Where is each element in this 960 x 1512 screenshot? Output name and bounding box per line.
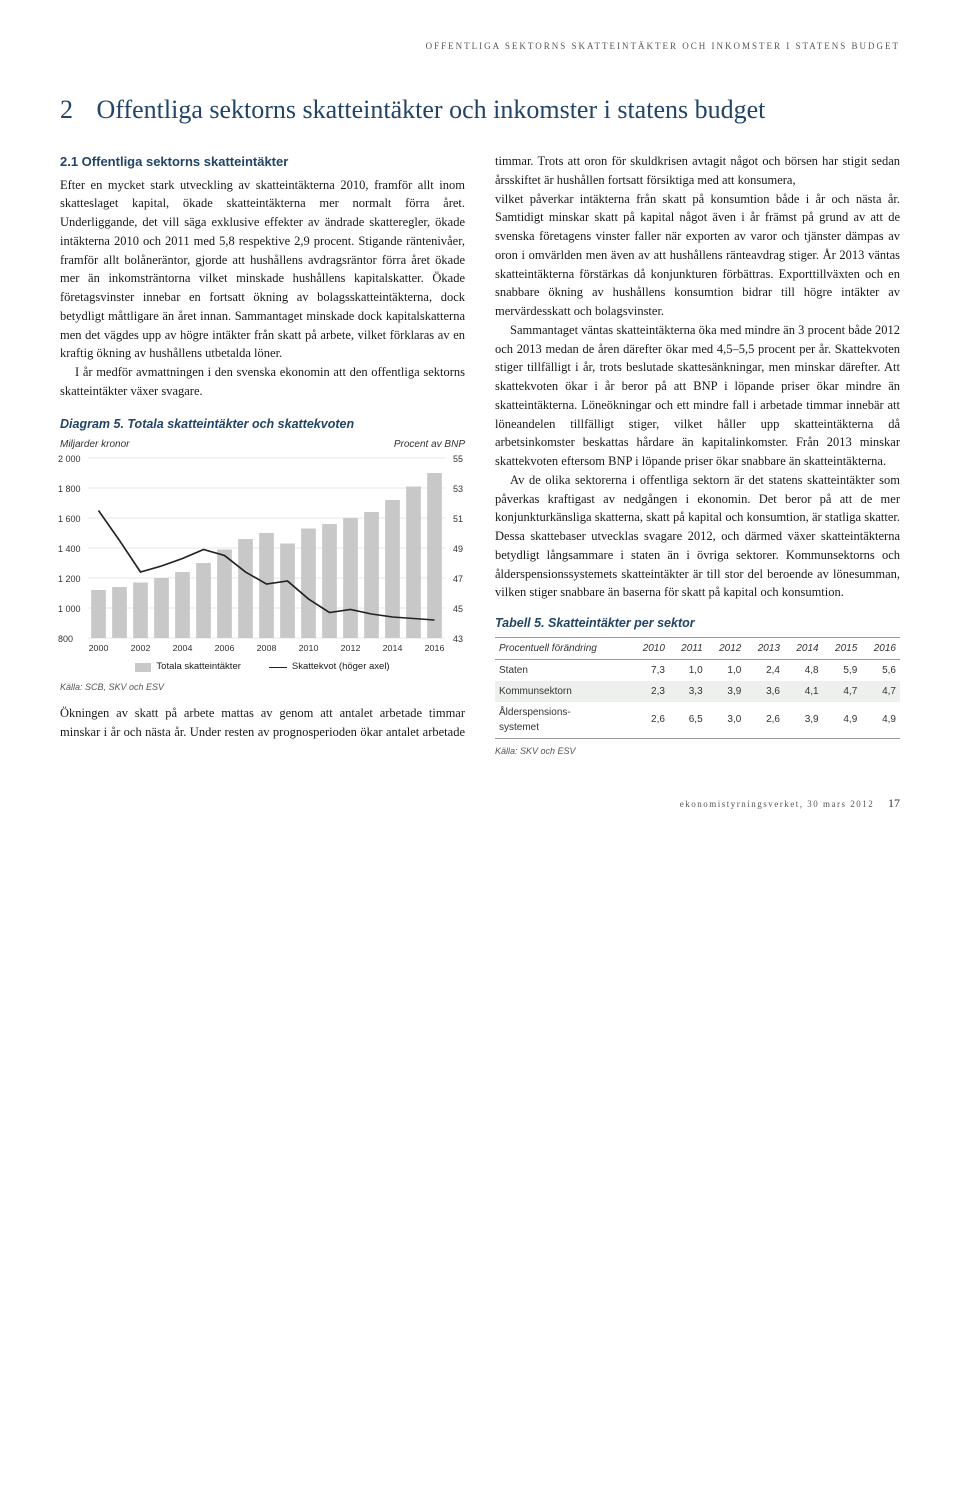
y-tick-left: 1 600 (58, 513, 81, 527)
title-number: 2 (60, 94, 90, 127)
legend-label: Totala skatteintäkter (156, 660, 241, 674)
table-header-row: Procentuell förändring 2010 2011 2012 20… (495, 637, 900, 659)
svg-text:2010: 2010 (299, 644, 319, 653)
section-heading: 2.1 Offentliga sektorns skatteintäkter (60, 152, 465, 172)
cell: 3,9 (784, 702, 823, 739)
svg-text:2008: 2008 (257, 644, 277, 653)
svg-text:2012: 2012 (341, 644, 361, 653)
cell: 4,1 (784, 681, 823, 702)
page-number: 17 (888, 796, 900, 810)
chart-svg: 2000 2002 2004 2006 2008 2010 2012 2014 2016 (88, 454, 445, 654)
row-label: Kommunsektorn (495, 681, 630, 702)
table-col: 2015 (823, 637, 862, 659)
legend-label: Skattekvot (höger axel) (292, 660, 390, 674)
cell: 3,6 (745, 681, 784, 702)
cell: 5,9 (823, 659, 862, 681)
svg-text:2016: 2016 (425, 644, 445, 653)
y-tick-left: 1 200 (58, 573, 81, 587)
cell: 3,3 (669, 681, 707, 702)
table-block: Tabell 5. Skatteintäkter per sektor Proc… (495, 614, 900, 758)
table-col: 2013 (745, 637, 784, 659)
table-row: Staten7,31,01,02,44,85,95,6 (495, 659, 900, 681)
page-title: 2 Offentliga sektorns skatteintäkter och… (60, 94, 900, 127)
cell: 1,0 (669, 659, 707, 681)
table-col: 2016 (861, 637, 900, 659)
svg-text:2000: 2000 (89, 644, 109, 653)
table-source: Källa: SKV och ESV (495, 745, 900, 759)
cell: 2,3 (630, 681, 669, 702)
chart-y-right-label: Procent av BNP (394, 437, 465, 452)
y-tick-right: 43 (453, 633, 463, 647)
table-row: Ålderspensions- systemet2,66,53,02,63,94… (495, 702, 900, 739)
y-tick-left: 1 800 (58, 483, 81, 497)
svg-text:2006: 2006 (215, 644, 235, 653)
page-footer: ekonomistyrningsverket, 30 mars 2012 17 (60, 794, 900, 812)
cell: 6,5 (669, 702, 707, 739)
y-tick-left: 800 (58, 633, 73, 647)
chart-area: 200020022004200620082010201220142016 2 0… (88, 454, 445, 654)
paragraph: vilket påverkar intäkterna från skatt på… (495, 190, 900, 321)
table-row: Kommunsektorn2,33,33,93,64,14,74,7 (495, 681, 900, 702)
svg-text:2002: 2002 (131, 644, 151, 653)
cell: 4,7 (861, 681, 900, 702)
paragraph: Sammantaget väntas skatteintäkterna öka … (495, 321, 900, 471)
table-col: 2011 (669, 637, 707, 659)
cell: 5,6 (861, 659, 900, 681)
cell: 1,0 (707, 659, 746, 681)
title-text: Offentliga sektorns skatteintäkter och i… (97, 95, 766, 124)
cell: 4,9 (861, 702, 900, 739)
footer-text: ekonomistyrningsverket, 30 mars 2012 (680, 799, 874, 809)
chart-title: Diagram 5. Totala skatteintäkter och ska… (60, 415, 465, 434)
cell: 2,6 (745, 702, 784, 739)
paragraph: I år medför avmattningen i den svenska e… (60, 363, 465, 401)
cell: 2,4 (745, 659, 784, 681)
y-tick-right: 53 (453, 483, 463, 497)
paragraph: Efter en mycket stark utveckling av skat… (60, 176, 465, 364)
y-tick-left: 1 000 (58, 603, 81, 617)
cell: 7,3 (630, 659, 669, 681)
table-col: 2014 (784, 637, 823, 659)
chart-block: Diagram 5. Totala skatteintäkter och ska… (60, 415, 465, 695)
y-tick-right: 47 (453, 573, 463, 587)
svg-text:2004: 2004 (173, 644, 193, 653)
legend-item-line: Skattekvot (höger axel) (269, 660, 390, 674)
y-tick-right: 49 (453, 543, 463, 557)
cell: 4,9 (823, 702, 862, 739)
y-tick-right: 51 (453, 513, 463, 527)
y-tick-right: 55 (453, 453, 463, 467)
cell: 4,7 (823, 681, 862, 702)
y-tick-left: 2 000 (58, 453, 81, 467)
svg-text:2014: 2014 (383, 644, 403, 653)
chart-y-left-label: Miljarder kronor (60, 437, 129, 452)
table-title: Tabell 5. Skatteintäkter per sektor (495, 614, 900, 633)
row-label: Ålderspensions- systemet (495, 702, 630, 739)
cell: 3,9 (707, 681, 746, 702)
table-col: 2010 (630, 637, 669, 659)
bar-swatch-icon (135, 663, 151, 672)
paragraph: Av de olika sektorerna i offentliga sekt… (495, 471, 900, 602)
chart-legend: Totala skatteintäkter Skattekvot (höger … (60, 660, 465, 674)
data-table: Procentuell förändring 2010 2011 2012 20… (495, 637, 900, 739)
cell: 2,6 (630, 702, 669, 739)
y-tick-left: 1 400 (58, 543, 81, 557)
line-swatch-icon (269, 667, 287, 668)
table-col-label: Procentuell förändring (495, 637, 630, 659)
running-head: offentliga sektorns skatteintäkter och i… (60, 40, 900, 54)
legend-item-bars: Totala skatteintäkter (135, 660, 241, 674)
cell: 4,8 (784, 659, 823, 681)
chart-source: Källa: SCB, SKV och ESV (60, 681, 465, 695)
row-label: Staten (495, 659, 630, 681)
y-tick-right: 45 (453, 603, 463, 617)
table-col: 2012 (707, 637, 746, 659)
cell: 3,0 (707, 702, 746, 739)
body-columns: 2.1 Offentliga sektorns skatteintäkter E… (60, 152, 900, 758)
